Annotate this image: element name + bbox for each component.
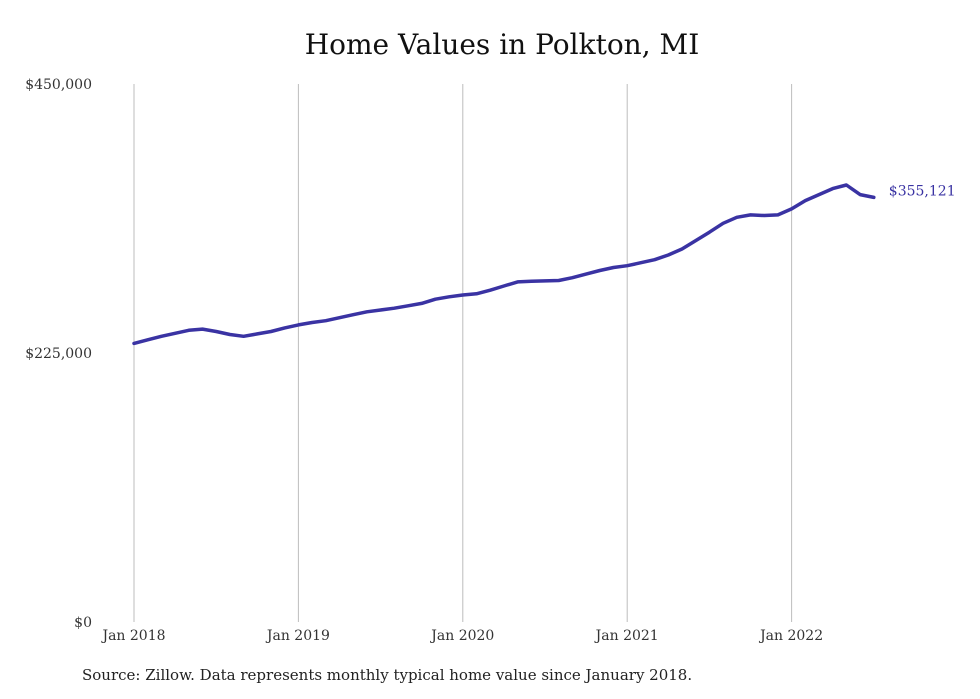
x-tick-label: Jan 2021 [594,628,659,644]
x-tick-label: Jan 2022 [758,628,823,644]
x-tick-label: Jan 2019 [265,628,330,644]
x-tick-label: Jan 2020 [429,628,494,644]
end-value-label: $355,121 [889,183,956,199]
y-tick-label: $225,000 [25,346,92,362]
y-tick-label: $0 [74,615,92,631]
series-line [132,183,876,346]
y-tick-label: $450,000 [25,77,92,93]
x-tick-label: Jan 2018 [100,628,165,644]
source-note: Source: Zillow. Data represents monthly … [82,666,693,684]
chart-title: Home Values in Polkton, MI [304,28,700,61]
